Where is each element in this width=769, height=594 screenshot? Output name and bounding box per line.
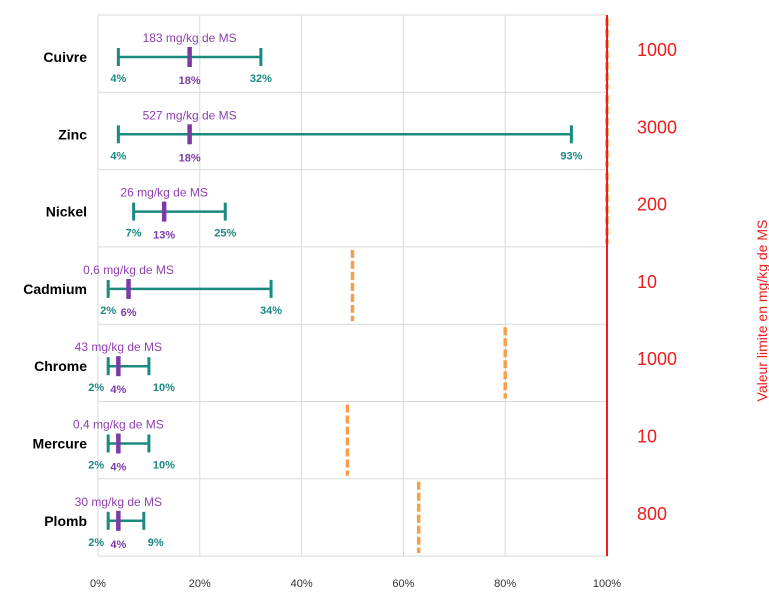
limit-value: 10	[637, 427, 657, 447]
max-label: 32%	[250, 73, 272, 85]
right-axis-title: Valeur limite en mg/kg de MS	[754, 220, 769, 402]
max-label: 34%	[260, 305, 282, 317]
min-label: 2%	[88, 460, 104, 472]
x-tick-label: 80%	[494, 578, 516, 590]
min-label: 2%	[88, 537, 104, 549]
category-label: Cuivre	[43, 49, 87, 65]
limit-value: 200	[637, 195, 667, 215]
value-label: 183 mg/kg de MS	[143, 31, 237, 45]
x-tick-label: 20%	[189, 578, 211, 590]
x-tick-label: 60%	[392, 578, 414, 590]
max-label: 9%	[148, 537, 164, 549]
row-mercure: Mercure 0,4 mg/kg de MS 2% 4% 10%	[33, 404, 350, 476]
category-label: Zinc	[58, 126, 87, 142]
min-label: 4%	[110, 150, 126, 162]
gridlines	[97, 14, 607, 557]
category-label: Nickel	[46, 204, 87, 220]
x-tick-label: 100%	[593, 578, 621, 590]
category-label: Mercure	[33, 436, 88, 452]
limit-value: 800	[637, 504, 667, 524]
median-label: 4%	[110, 539, 126, 551]
row-zinc: Zinc 527 mg/kg de MS 4% 18% 93%	[58, 93, 609, 169]
value-label: 26 mg/kg de MS	[120, 186, 207, 200]
row-nickel: Nickel 26 mg/kg de MS 7% 13% 25%	[46, 170, 609, 246]
row-cadmium: Cadmium 0,6 mg/kg de MS 2% 6% 34%	[23, 249, 355, 322]
limit-value: 3000	[637, 117, 677, 137]
x-axis-ticks: 0% 20% 40% 60% 80% 100%	[90, 578, 621, 590]
max-label: 10%	[153, 382, 175, 394]
category-label: Chrome	[34, 358, 87, 374]
median-label: 18%	[179, 152, 201, 164]
category-label: Cadmium	[23, 281, 87, 297]
value-label: 0,6 mg/kg de MS	[83, 263, 174, 277]
median-label: 6%	[121, 307, 137, 319]
max-label: 25%	[214, 228, 236, 240]
row-chrome: Chrome 43 mg/kg de MS 2% 4% 10%	[34, 327, 507, 399]
min-label: 4%	[110, 73, 126, 85]
value-label: 527 mg/kg de MS	[143, 108, 237, 122]
median-label: 18%	[179, 75, 201, 87]
value-label: 30 mg/kg de MS	[75, 495, 162, 509]
median-label: 13%	[153, 230, 175, 242]
min-label: 7%	[126, 228, 142, 240]
median-label: 4%	[110, 384, 126, 396]
row-plomb: Plomb 30 mg/kg de MS 2% 4% 9%	[44, 481, 421, 554]
category-label: Plomb	[44, 513, 87, 529]
value-label: 43 mg/kg de MS	[75, 340, 162, 354]
limit-value: 1000	[637, 40, 677, 60]
x-tick-label: 40%	[291, 578, 313, 590]
row-cuivre: Cuivre 183 mg/kg de MS 4% 18% 32%	[43, 16, 609, 92]
max-label: 93%	[560, 150, 582, 162]
limit-value: 10	[637, 272, 657, 292]
max-label: 10%	[153, 460, 175, 472]
min-label: 2%	[88, 382, 104, 394]
value-label: 0,4 mg/kg de MS	[73, 418, 164, 432]
x-tick-label: 0%	[90, 578, 106, 590]
limit-value: 1000	[637, 349, 677, 369]
plot-rows: Cuivre 183 mg/kg de MS 4% 18% 32% Zinc 527 mg/…	[23, 16, 609, 554]
min-label: 2%	[100, 305, 116, 317]
limit-values: 1000 3000 200 10 1000 10 800	[637, 40, 677, 524]
median-label: 4%	[110, 462, 126, 474]
